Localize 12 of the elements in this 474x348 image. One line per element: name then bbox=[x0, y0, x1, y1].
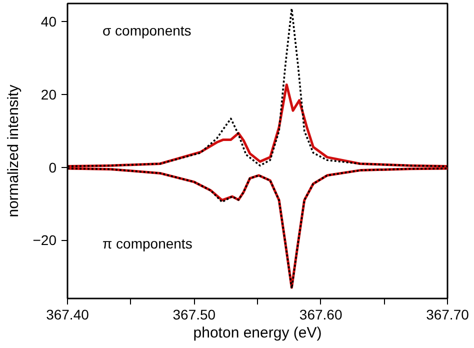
y-tick-label: 0 bbox=[48, 159, 57, 176]
annotation: σ components bbox=[102, 22, 192, 38]
y-axis-title: normalized intensity bbox=[4, 84, 22, 218]
x-tick-label: 367.40 bbox=[46, 306, 90, 322]
x-tick-label: 367.60 bbox=[299, 306, 342, 322]
x-tick-label: 367.50 bbox=[172, 306, 216, 322]
y-tick-label: 20 bbox=[40, 86, 57, 103]
annotation: π components bbox=[102, 236, 192, 252]
y-tick-label: 40 bbox=[40, 14, 57, 30]
y-tick-label: −20 bbox=[32, 232, 57, 248]
x-tick-label: 367.70 bbox=[426, 306, 470, 322]
x-axis-title: photon energy (eV) bbox=[193, 324, 322, 342]
